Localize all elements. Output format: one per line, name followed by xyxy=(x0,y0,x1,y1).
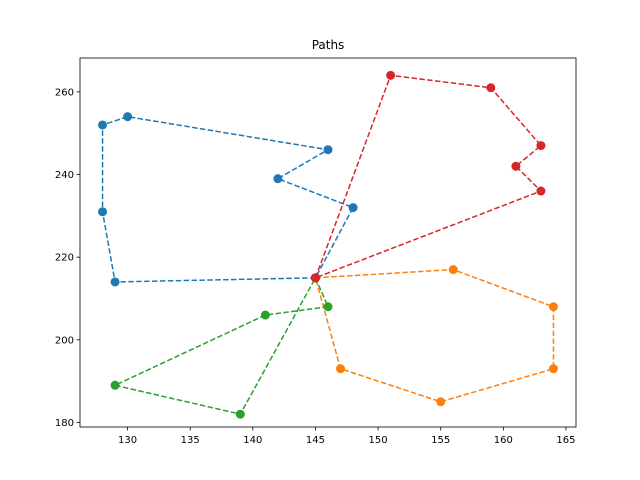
series-layer xyxy=(98,70,558,419)
y-tick-label: 240 xyxy=(55,170,74,181)
series-line xyxy=(101,115,355,283)
series-3 xyxy=(310,70,546,283)
data-point xyxy=(436,397,446,407)
data-point xyxy=(98,207,108,217)
data-point xyxy=(323,302,333,312)
y-tick-label: 180 xyxy=(55,418,74,429)
data-point xyxy=(348,203,358,213)
y-tick-label: 200 xyxy=(55,335,74,346)
y-tick-label: 260 xyxy=(55,87,74,98)
data-point xyxy=(448,265,458,275)
data-point xyxy=(260,310,270,320)
x-tick-label: 145 xyxy=(306,435,325,446)
data-point xyxy=(98,120,108,130)
data-point xyxy=(336,364,346,374)
data-point xyxy=(536,141,546,151)
data-point xyxy=(548,364,558,374)
data-point xyxy=(110,277,120,287)
data-point xyxy=(273,174,283,184)
x-tick-label: 155 xyxy=(431,435,450,446)
data-point xyxy=(536,186,546,196)
chart-title: Paths xyxy=(312,38,345,52)
data-point xyxy=(548,302,558,312)
y-tick-label: 220 xyxy=(55,253,74,264)
x-tick-label: 140 xyxy=(243,435,262,446)
plot-frame xyxy=(79,57,577,428)
data-point xyxy=(235,409,245,419)
series-line xyxy=(112,277,330,416)
x-tick-label: 165 xyxy=(556,435,575,446)
x-axis: 130 135 140 145 150 155 160 165 xyxy=(118,427,576,446)
data-point xyxy=(123,112,133,122)
x-tick-label: 130 xyxy=(118,435,137,446)
x-tick-label: 150 xyxy=(369,435,388,446)
x-tick-label: 135 xyxy=(181,435,200,446)
data-point xyxy=(386,70,396,80)
y-axis: 180 200 220 240 260 xyxy=(55,87,80,429)
x-tick-label: 160 xyxy=(494,435,513,446)
series-0 xyxy=(98,112,358,287)
data-point xyxy=(323,145,333,155)
data-point xyxy=(486,83,496,93)
data-point xyxy=(310,273,320,283)
data-point xyxy=(110,380,120,390)
data-point xyxy=(511,161,521,171)
